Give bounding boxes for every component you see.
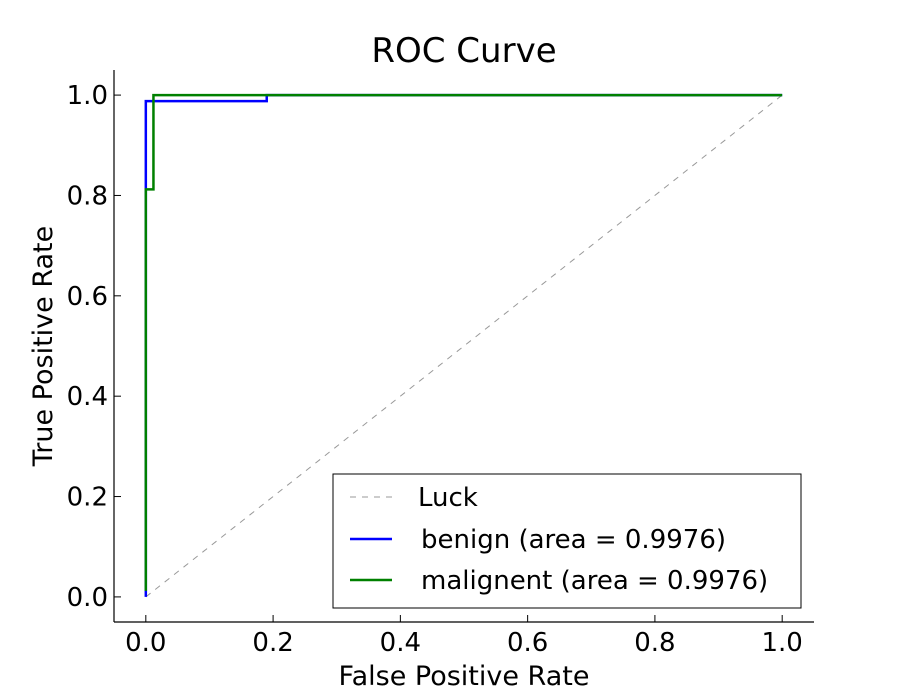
x-axis-label: False Positive Rate (339, 661, 590, 691)
y-tick-label: 0.2 (67, 483, 108, 513)
x-tick-label: 0.2 (252, 628, 293, 658)
legend-label-luck: Luck (418, 483, 478, 513)
y-axis-label: True Positive Rate (28, 226, 59, 468)
axes (113, 70, 814, 623)
y-ticks: 0.0 0.2 0.4 0.6 0.8 1.0 (67, 81, 121, 613)
y-tick-label: 1.0 (67, 81, 108, 111)
x-ticks: 0.0 0.2 0.4 0.6 0.8 1.0 (125, 615, 803, 658)
legend-box (332, 473, 802, 609)
legend: Luck benign (area = 0.9976) malignent (are… (332, 473, 802, 609)
series-line-luck (145, 94, 783, 598)
x-tick-label: 0.0 (125, 628, 166, 658)
y-tick-label: 0.4 (67, 382, 108, 412)
legend-label-malignent: malignent (area = 0.9976) (421, 566, 768, 596)
x-tick-label: 0.4 (380, 628, 421, 658)
y-tick-label: 0.6 (67, 282, 108, 312)
plot-lines (144, 93, 783, 598)
x-tick-label: 0.8 (634, 628, 675, 658)
chart-title: ROC Curve (371, 31, 556, 71)
x-tick-label: 0.6 (507, 628, 548, 658)
series-line-malignent (144, 93, 783, 591)
x-tick-label: 1.0 (762, 628, 803, 658)
y-tick-label: 0.0 (67, 583, 108, 613)
y-tick-label: 0.8 (67, 181, 108, 211)
legend-label-benign: benign (area = 0.9976) (421, 525, 726, 555)
